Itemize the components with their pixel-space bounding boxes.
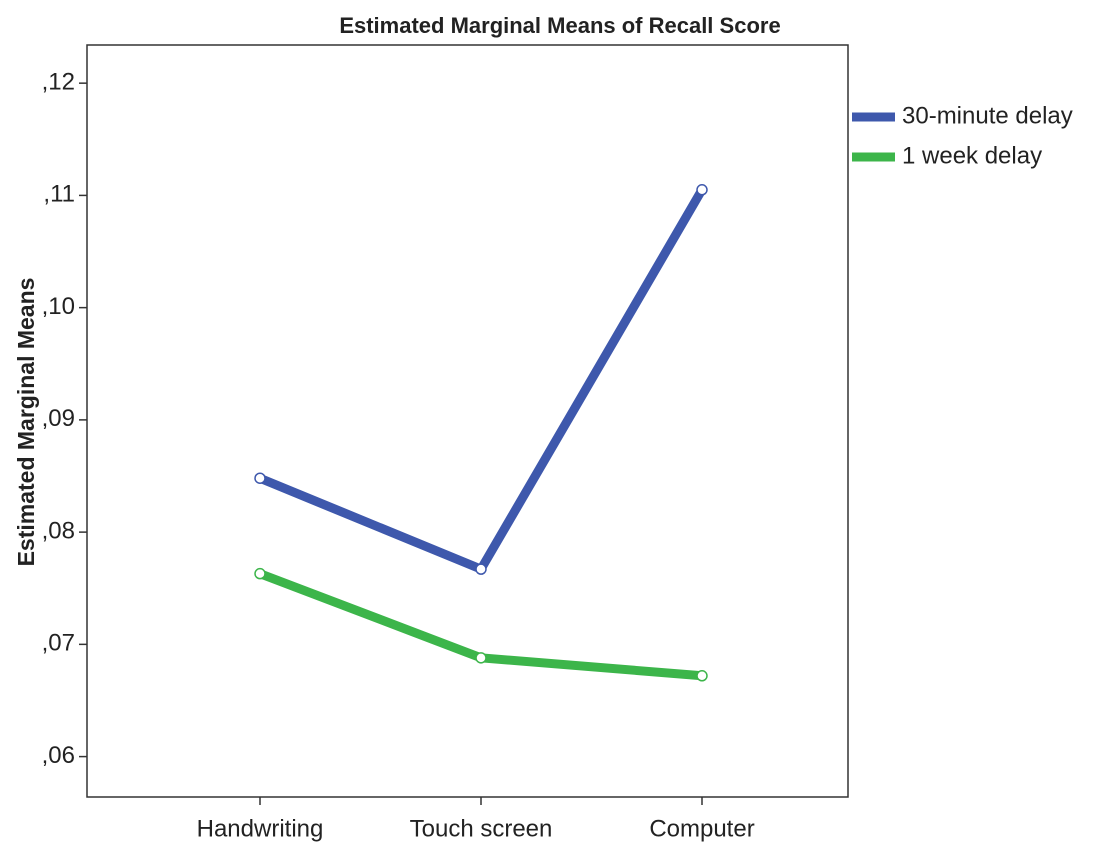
x-tick-label: Handwriting bbox=[197, 815, 324, 842]
x-tick-label: Computer bbox=[649, 815, 754, 842]
legend-label: 1 week delay bbox=[902, 142, 1042, 169]
data-point bbox=[696, 670, 708, 682]
series-line bbox=[258, 187, 706, 575]
data-point bbox=[254, 567, 266, 580]
chart-title: Estimated Marginal Means of Recall Score bbox=[339, 13, 780, 38]
y-tick-label: ,09 bbox=[42, 405, 75, 432]
data-point bbox=[254, 472, 266, 484]
data-point bbox=[696, 184, 708, 196]
y-tick-label: ,07 bbox=[42, 630, 75, 657]
plot-frame bbox=[86, 44, 849, 798]
y-tick-label: ,10 bbox=[42, 293, 75, 320]
legend-label: 30-minute delay bbox=[902, 102, 1073, 129]
y-tick-label: ,11 bbox=[43, 181, 75, 208]
y-axis-label: Estimated Marginal Means bbox=[13, 278, 39, 567]
data-point bbox=[475, 652, 487, 664]
y-tick-label: ,08 bbox=[42, 517, 75, 544]
y-tick-label: ,06 bbox=[42, 742, 75, 769]
x-tick-label: Touch screen bbox=[410, 815, 553, 842]
y-tick-label: ,12 bbox=[42, 69, 75, 96]
data-point bbox=[475, 563, 487, 575]
